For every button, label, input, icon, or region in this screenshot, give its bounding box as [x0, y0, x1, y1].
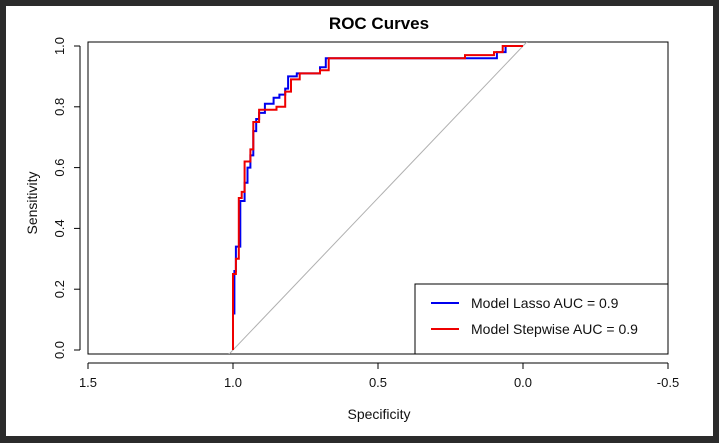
y-tick-label: 0.4	[52, 219, 67, 237]
y-axis-label: Sensitivity	[24, 171, 40, 234]
y-tick-label: 0.0	[52, 341, 67, 359]
legend-entry: Model Lasso AUC = 0.9	[471, 295, 619, 311]
chart-frame: ROC Curves Specificity Sensitivity 1.5 1.…	[6, 6, 713, 436]
y-tick-label: 0.8	[52, 98, 67, 116]
diagonal-reference-line	[228, 42, 528, 354]
y-tick-label: 0.2	[52, 280, 67, 298]
x-tick-label: 0.0	[514, 375, 532, 390]
series-line-stepwise	[232, 45, 523, 350]
x-tick-label: 1.0	[224, 375, 242, 390]
x-tick-label: 1.5	[79, 375, 97, 390]
legend-box	[414, 283, 669, 355]
chart-title: ROC Curves	[329, 14, 429, 33]
plot-box	[87, 41, 669, 355]
y-tick-label: 1.0	[52, 37, 67, 55]
x-axis-label: Specificity	[347, 406, 410, 422]
plot-area: 1.5 1.0 0.5 0.0 -0.5 0.0 0.2 0.4 0.6 0.8 1.0	[52, 37, 679, 390]
y-tick-label: 0.6	[52, 159, 67, 177]
x-tick-label: -0.5	[657, 375, 679, 390]
x-tick-label: 0.5	[369, 375, 387, 390]
legend: Model Lasso AUC = 0.9 Model Stepwise AUC …	[414, 283, 669, 355]
roc-chart: ROC Curves Specificity Sensitivity 1.5 1.…	[24, 14, 679, 422]
legend-entry: Model Stepwise AUC = 0.9	[471, 321, 638, 337]
